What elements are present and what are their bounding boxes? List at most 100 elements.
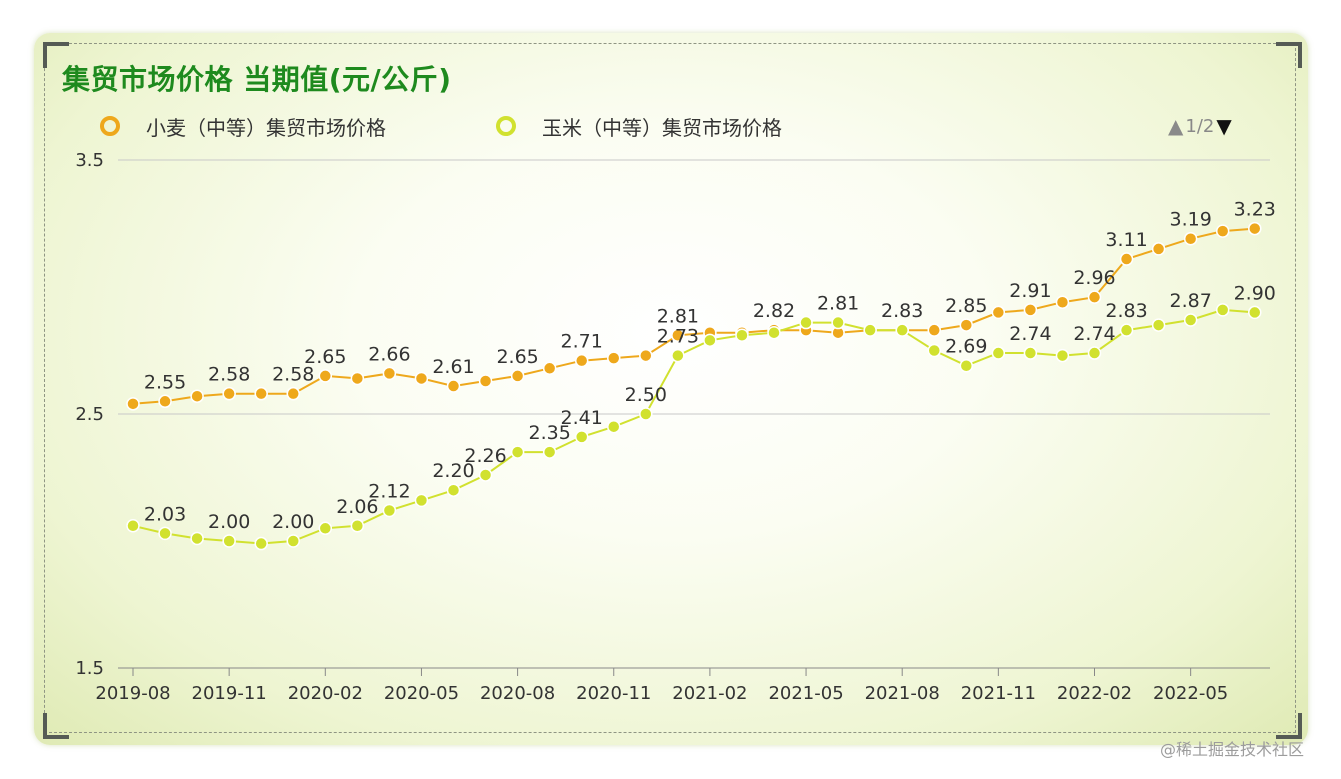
data-point	[286, 534, 300, 548]
data-point	[542, 361, 557, 376]
data-point	[1055, 348, 1070, 363]
data-label: 2.00	[272, 511, 314, 533]
panel-inner-border	[44, 43, 1296, 733]
data-point	[703, 333, 717, 348]
data-label: 2.81	[657, 305, 699, 327]
data-point	[318, 521, 333, 536]
data-point	[1023, 303, 1038, 317]
data-label: 2.82	[753, 300, 795, 322]
corner-bottom-left-decoration	[43, 713, 69, 739]
data-point	[510, 445, 525, 459]
pager-up-arrow-icon[interactable]: ▲	[1168, 114, 1184, 138]
data-point	[478, 468, 493, 482]
data-point	[1248, 221, 1262, 236]
data-point	[158, 394, 172, 409]
x-tick-label: 2022-02	[1057, 683, 1132, 704]
data-point	[446, 483, 461, 497]
data-point	[831, 315, 845, 330]
data-point	[350, 371, 365, 386]
data-label: 2.41	[561, 407, 603, 429]
corner-bottom-right-decoration	[1276, 713, 1302, 739]
legend-marker-corn-icon	[496, 116, 516, 136]
x-tick-label: 2020-11	[576, 683, 651, 704]
data-point	[222, 534, 236, 548]
y-tick-label: 3.5	[75, 150, 104, 171]
watermark-text: @稀土掘金技术社区	[1160, 740, 1305, 759]
data-point	[991, 305, 1006, 320]
data-label: 2.91	[1009, 280, 1051, 302]
data-label: 2.20	[432, 460, 474, 482]
data-label: 2.35	[528, 422, 570, 444]
data-point	[574, 353, 589, 368]
data-label: 2.83	[881, 300, 923, 322]
data-point	[927, 323, 941, 337]
x-tick-label: 2021-08	[865, 683, 940, 704]
data-label: 2.58	[208, 364, 250, 386]
data-point	[382, 366, 397, 381]
x-tick-label: 2021-11	[961, 683, 1036, 704]
data-point	[863, 323, 877, 337]
data-label: 2.73	[657, 326, 699, 348]
data-label: 2.90	[1234, 282, 1276, 304]
data-point	[1055, 295, 1070, 309]
data-label: 2.12	[368, 481, 410, 503]
data-label: 2.65	[304, 346, 346, 368]
legend-item-corn[interactable]: 玉米（中等）集贸市场价格	[496, 112, 782, 140]
data-point	[895, 323, 909, 337]
data-point	[1248, 305, 1262, 320]
data-point	[639, 407, 653, 421]
data-label: 2.71	[561, 331, 603, 353]
x-tick-label: 2021-02	[672, 683, 747, 704]
data-point	[991, 346, 1006, 360]
data-point	[510, 369, 525, 383]
data-label: 2.65	[496, 346, 538, 368]
data-point	[1183, 313, 1198, 327]
data-label: 2.55	[144, 371, 186, 393]
data-point	[1151, 242, 1166, 256]
data-label: 2.74	[1009, 323, 1051, 345]
data-point	[1119, 323, 1134, 337]
data-point	[1087, 346, 1102, 360]
data-point	[446, 379, 461, 393]
data-point	[799, 315, 813, 330]
data-label: 2.96	[1073, 267, 1115, 289]
data-label: 2.26	[464, 445, 506, 467]
data-label: 3.11	[1105, 229, 1147, 251]
data-point	[382, 503, 397, 518]
chart-title: 集贸市场价格 当期值(元/公斤)	[62, 63, 452, 96]
data-point	[190, 389, 204, 403]
legend-pager: ▲ 1/2 ▼	[1168, 112, 1232, 140]
corner-top-left-decoration	[43, 42, 69, 68]
data-label: 2.00	[208, 511, 250, 533]
legend-label-corn: 玉米（中等）集贸市场价格	[542, 115, 782, 140]
data-point	[414, 371, 429, 386]
data-point	[158, 526, 172, 541]
data-label: 2.83	[1105, 300, 1147, 322]
data-point	[735, 328, 749, 343]
data-point	[671, 348, 685, 363]
data-label: 2.03	[144, 503, 186, 525]
data-point	[1023, 346, 1038, 360]
pager-down-arrow-icon[interactable]: ▼	[1216, 114, 1232, 138]
y-tick-label: 1.5	[75, 658, 104, 679]
legend-item-wheat[interactable]: 小麦（中等）集贸市场价格	[100, 112, 386, 140]
data-point	[1151, 318, 1166, 332]
data-point	[1119, 252, 1134, 266]
data-point	[767, 325, 781, 340]
data-point	[190, 531, 204, 546]
data-point	[478, 374, 493, 388]
data-point	[286, 386, 300, 401]
data-point	[959, 318, 974, 332]
x-tick-label: 2021-05	[768, 683, 843, 704]
data-point	[639, 348, 653, 363]
chart-panel	[34, 33, 1308, 745]
data-point	[1087, 290, 1102, 304]
data-point	[350, 519, 365, 533]
data-label: 2.81	[817, 293, 859, 315]
data-point	[254, 536, 268, 551]
data-label: 2.50	[625, 384, 667, 406]
x-tick-label: 2019-08	[95, 683, 170, 704]
data-label: 2.06	[336, 496, 378, 518]
data-point	[1215, 224, 1230, 238]
